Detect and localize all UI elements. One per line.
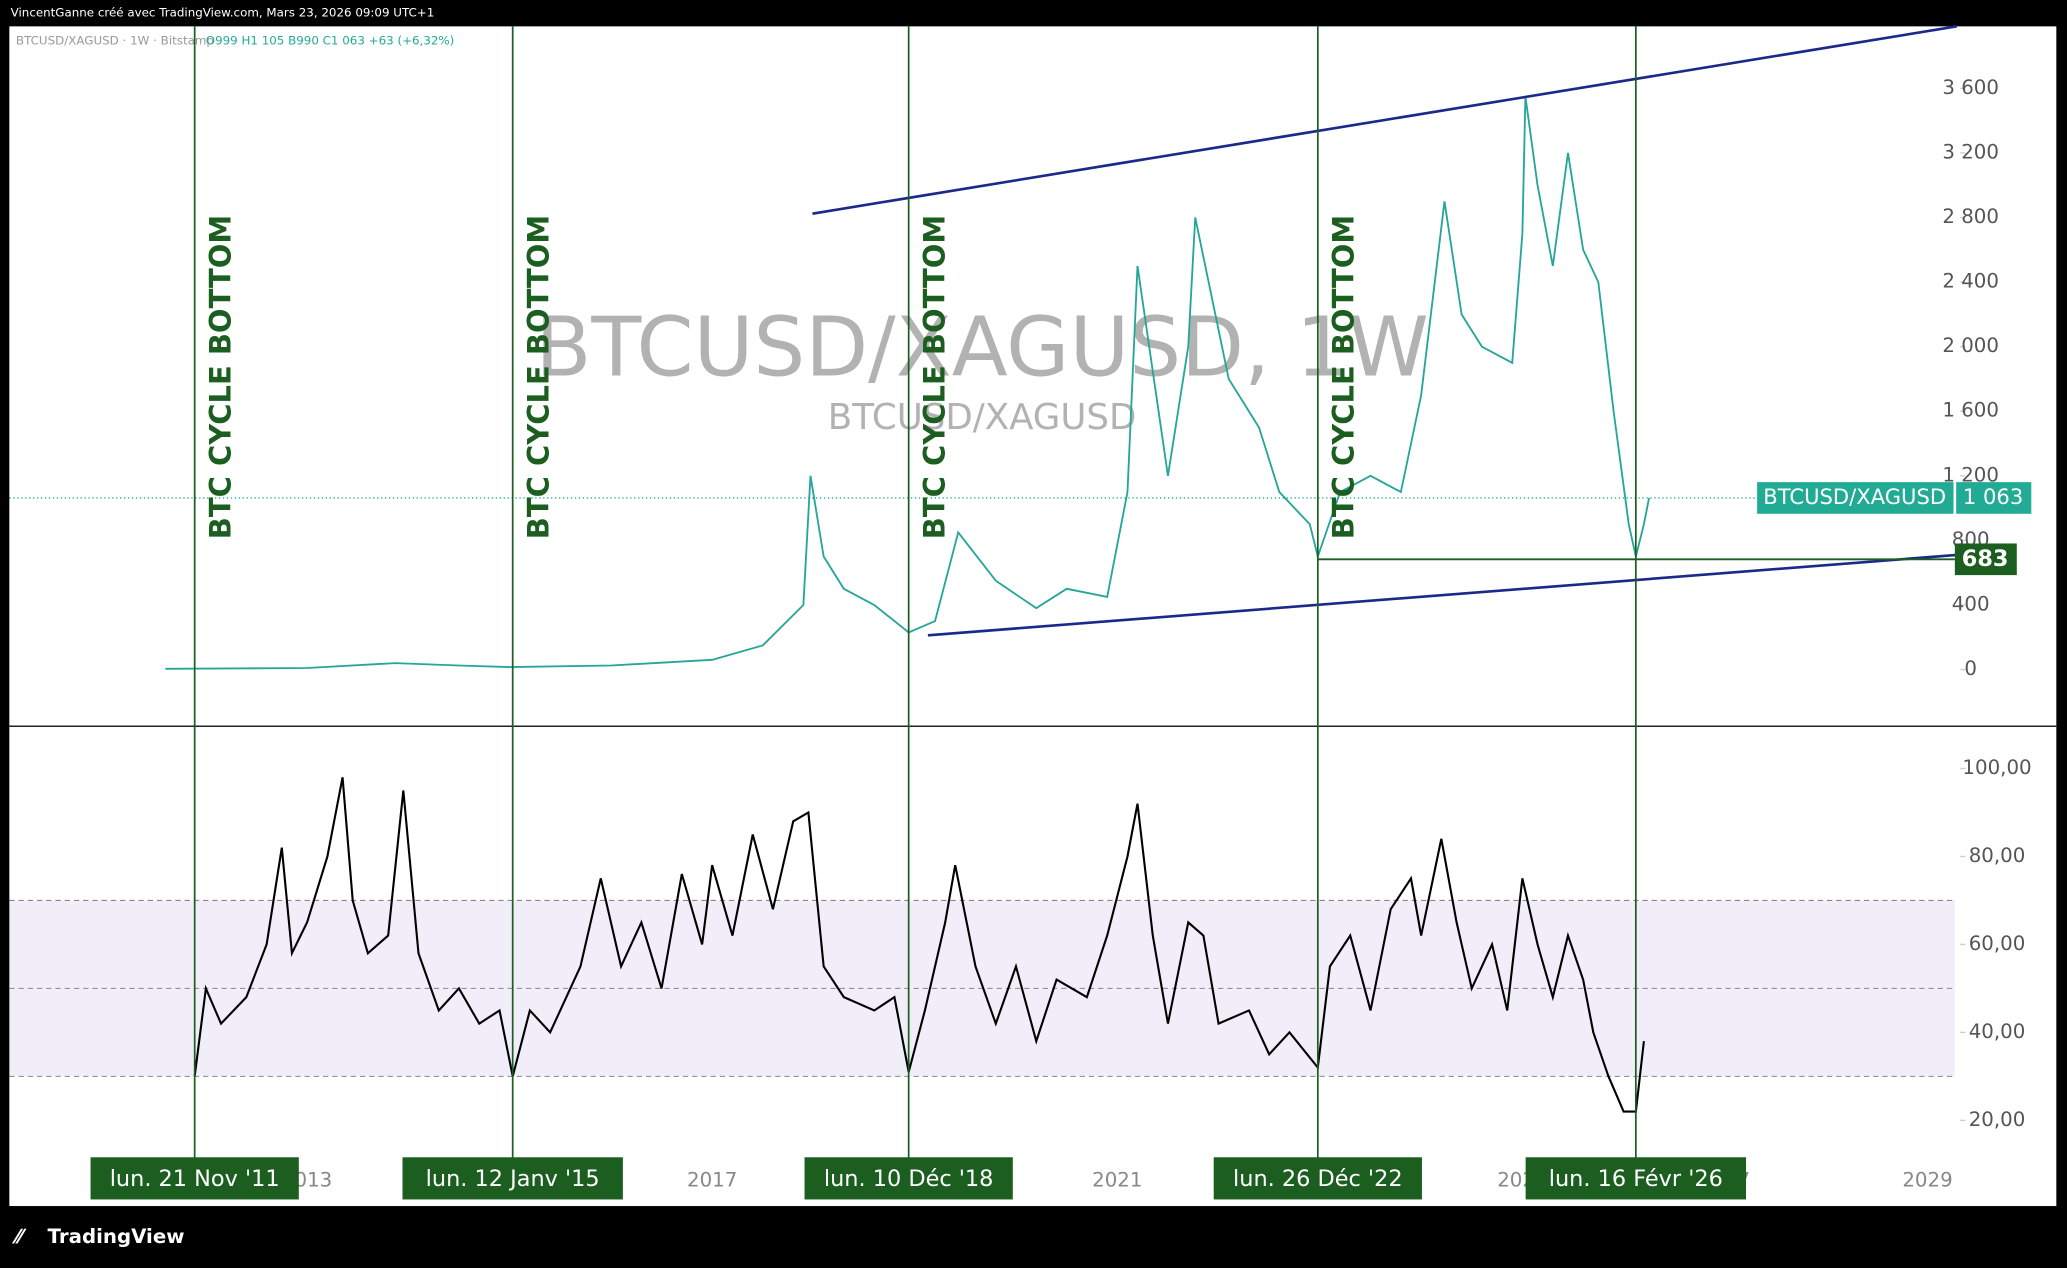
cycle-date: lun. 21 Nov '11 <box>110 1166 280 1192</box>
brand: TradingView <box>48 1225 185 1248</box>
cycle-annotation: BTC CYCLE BOTTOM <box>203 215 237 540</box>
y-tick-label: 20,00 <box>1969 1108 2026 1131</box>
cycle-date: lun. 26 Déc '22 <box>1233 1166 1403 1192</box>
y-tick-label: 100,00 <box>1962 756 2031 779</box>
watermark-subtitle: BTCUSD/XAGUSD <box>828 397 1137 438</box>
cycle-annotation: BTC CYCLE BOTTOM <box>917 215 951 540</box>
cycle-annotation: BTC CYCLE BOTTOM <box>521 215 555 540</box>
x-tick-label: 2029 <box>1902 1169 1952 1192</box>
rsi-line <box>193 777 1645 1113</box>
symbol: BTCUSD/XAGUSD · 1W · Bitstamp <box>16 33 214 47</box>
y-tick-label: 60,00 <box>1969 932 2026 955</box>
last-value: 1 063 <box>1963 484 2023 509</box>
cycle-date-box <box>1213 1157 1422 1200</box>
cycle-date: lun. 16 Févr '26 <box>1549 1166 1723 1192</box>
price-line <box>165 96 1650 670</box>
y-tick-label: 0 <box>1964 657 1977 680</box>
y-tick-label: 40,00 <box>1969 1020 2026 1043</box>
last-name: BTCUSD/XAGUSD <box>1763 484 1946 509</box>
credit: VincentGanne créé avec TradingView.com, … <box>11 6 435 20</box>
y-tick-label: 400 <box>1952 592 1990 615</box>
y-tick-label: 2 000 <box>1942 334 1999 357</box>
cycle-date-box <box>804 1157 1013 1200</box>
y-tick-label: 3 600 <box>1942 76 1999 99</box>
watermark-title: BTCUSD/XAGUSD, 1W <box>535 301 1429 396</box>
chart-area <box>9 26 2057 1207</box>
x-tick-label: 2017 <box>687 1169 737 1192</box>
trend-line <box>812 25 1958 215</box>
y-tick-label: 2 800 <box>1942 205 1999 228</box>
cycle-annotation: BTC CYCLE BOTTOM <box>1327 215 1361 540</box>
y-tick-label: 2 400 <box>1942 270 1999 293</box>
y-tick-label: 3 200 <box>1942 140 1999 163</box>
cycle-date: lun. 12 Janv '15 <box>426 1166 600 1192</box>
y-tick-label: 1 600 <box>1942 399 1999 422</box>
cycle-date-box <box>1525 1157 1747 1200</box>
ohlc: O999 H1 105 B990 C1 063 +63 (+6,32%) <box>206 33 455 47</box>
last-name-box <box>1757 482 1954 514</box>
trend-line <box>927 553 1957 637</box>
level-box <box>1954 543 2017 576</box>
last-value-box <box>1956 482 2032 514</box>
x-tick-label: 2021 <box>1092 1169 1142 1192</box>
level-label: 683 <box>1962 546 2009 572</box>
cycle-date-box <box>90 1157 299 1200</box>
y-tick-label: 80,00 <box>1969 844 2026 867</box>
cycle-date: lun. 10 Déc '18 <box>824 1166 994 1192</box>
cycle-date-box <box>402 1157 623 1200</box>
y-tick-label: 1 200 <box>1942 463 1999 486</box>
